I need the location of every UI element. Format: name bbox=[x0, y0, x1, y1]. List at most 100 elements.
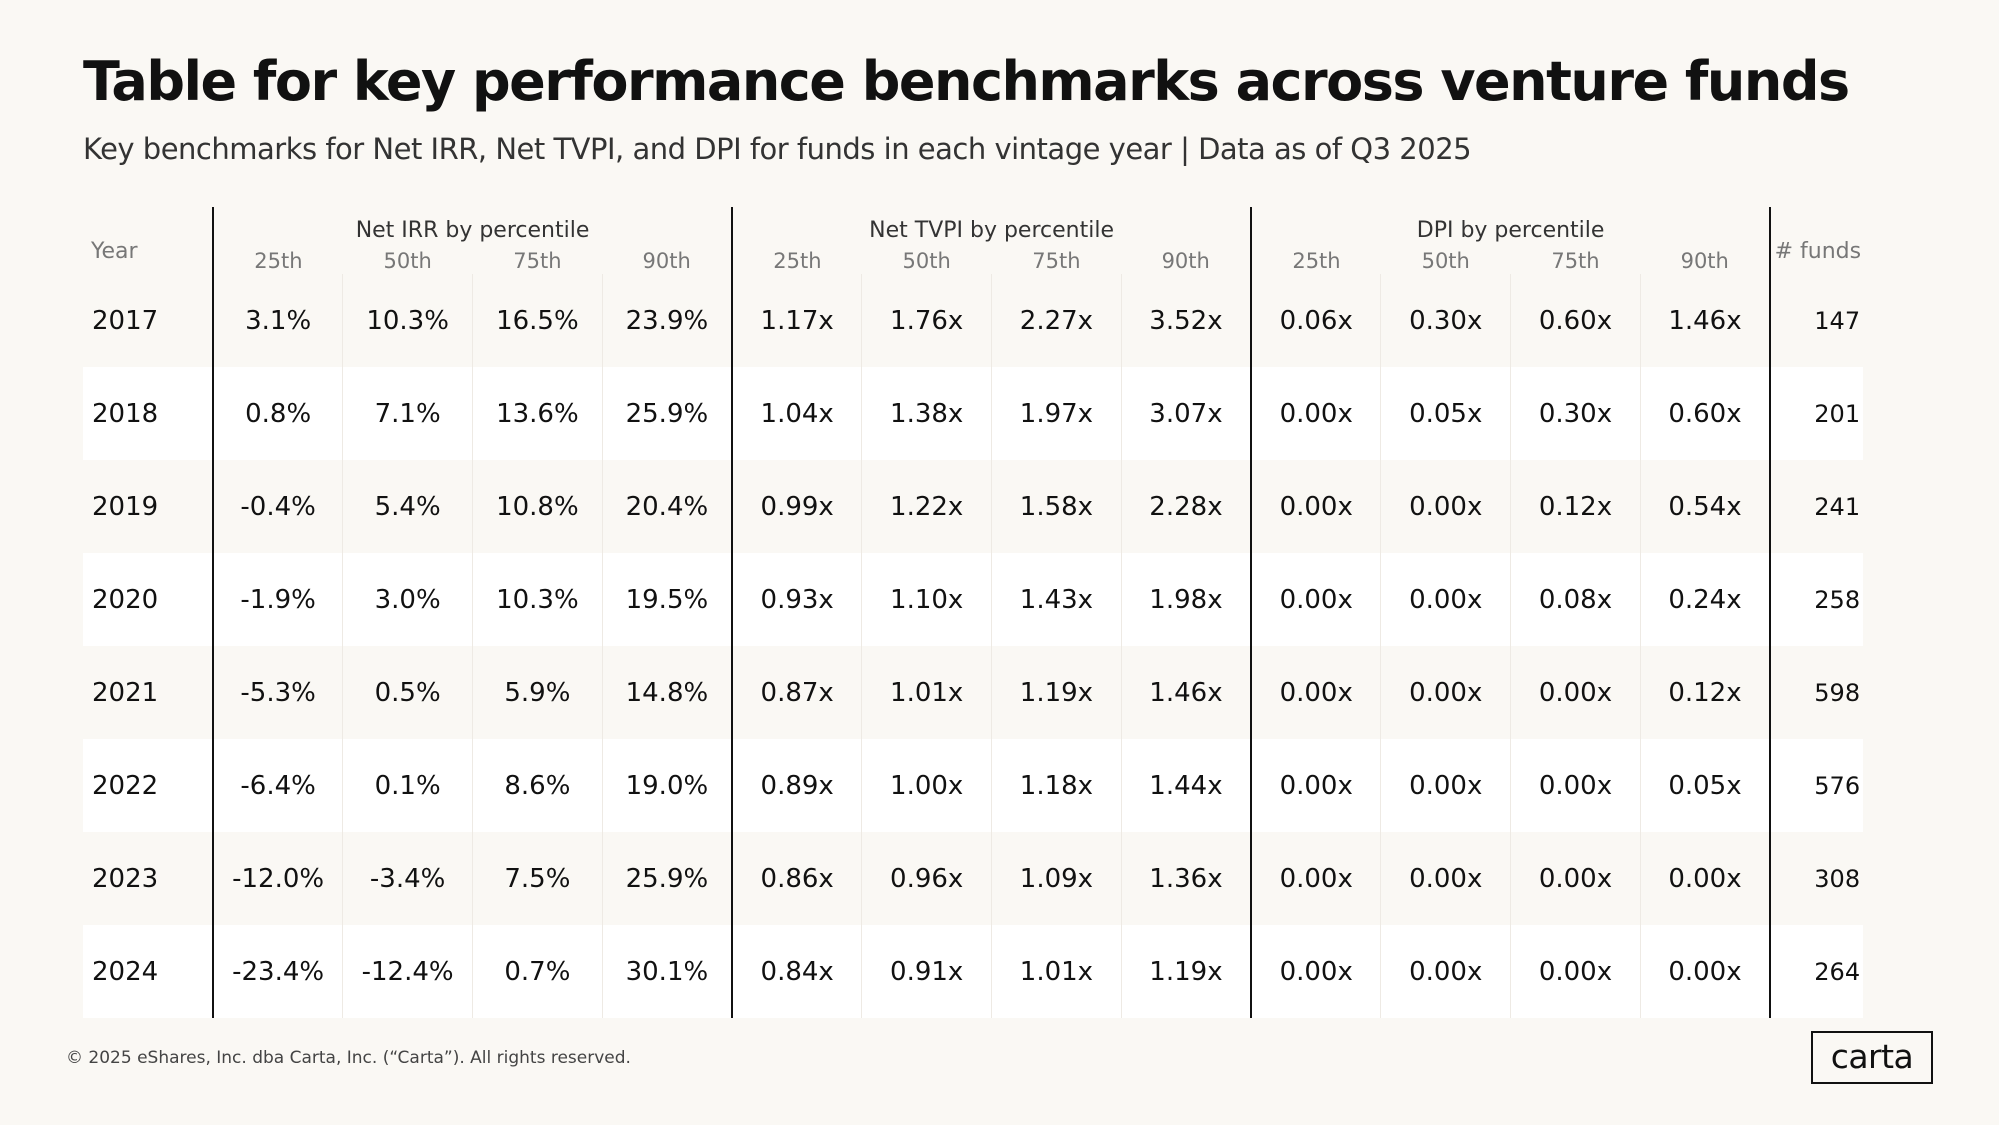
percentile-header: 50th bbox=[383, 248, 432, 273]
value-cell: 1.44x bbox=[1120, 739, 1252, 832]
value-cell: 0.60x bbox=[1510, 274, 1641, 367]
percentile-header: 50th bbox=[902, 248, 951, 273]
value-cell: 1.00x bbox=[861, 739, 992, 832]
percentile-header: 75th bbox=[1551, 248, 1600, 273]
percentile-header: 75th bbox=[1032, 248, 1081, 273]
value-cell: 1.19x bbox=[1120, 925, 1252, 1018]
value-cell: 0.00x bbox=[1250, 553, 1381, 646]
value-cell: 0.00x bbox=[1250, 646, 1381, 739]
percentile-header: 75th bbox=[513, 248, 562, 273]
percentile-header: 90th bbox=[1680, 248, 1729, 273]
value-cell: 0.60x bbox=[1639, 367, 1771, 460]
value-cell: 0.91x bbox=[861, 925, 992, 1018]
group-header: Net TVPI by percentile bbox=[731, 207, 1252, 247]
value-cell: 0.06x bbox=[1250, 274, 1381, 367]
year-header: Year bbox=[91, 239, 138, 264]
value-cell: 2.27x bbox=[991, 274, 1122, 367]
value-cell: 0.08x bbox=[1510, 553, 1641, 646]
value-cell: 10.3% bbox=[472, 553, 603, 646]
value-cell: 0.84x bbox=[731, 925, 862, 1018]
value-cell: 0.00x bbox=[1510, 925, 1641, 1018]
value-cell: -6.4% bbox=[212, 739, 343, 832]
value-cell: 3.52x bbox=[1120, 274, 1252, 367]
funds-cell: 241 bbox=[1769, 460, 1864, 553]
value-cell: 1.18x bbox=[991, 739, 1122, 832]
value-cell: 0.00x bbox=[1250, 832, 1381, 925]
value-cell: 0.93x bbox=[731, 553, 862, 646]
value-cell: 0.05x bbox=[1639, 739, 1771, 832]
value-cell: 10.3% bbox=[342, 274, 473, 367]
value-cell: 2.28x bbox=[1120, 460, 1252, 553]
value-cell: 1.43x bbox=[991, 553, 1122, 646]
value-cell: 1.10x bbox=[861, 553, 992, 646]
value-cell: 1.97x bbox=[991, 367, 1122, 460]
percentile-header: 90th bbox=[642, 248, 691, 273]
value-cell: 0.86x bbox=[731, 832, 862, 925]
value-cell: -12.0% bbox=[212, 832, 343, 925]
value-cell: 0.00x bbox=[1380, 553, 1511, 646]
value-cell: 5.9% bbox=[472, 646, 603, 739]
value-cell: 10.8% bbox=[472, 460, 603, 553]
value-cell: 1.01x bbox=[991, 925, 1122, 1018]
table-row: 2024 -23.4% -12.4% 0.7% 30.1% 0.84x 0.91x 1.01x… bbox=[83, 925, 1864, 1018]
value-cell: 1.46x bbox=[1639, 274, 1771, 367]
table-row: 2021 -5.3% 0.5% 5.9% 14.8% 0.87x 1.01x 1.19x 1.4… bbox=[83, 646, 1864, 739]
value-cell: -23.4% bbox=[212, 925, 343, 1018]
value-cell: 14.8% bbox=[601, 646, 733, 739]
benchmark-table: Year Net IRR by percentile Net TVPI by per… bbox=[83, 207, 1864, 1018]
value-cell: 3.07x bbox=[1120, 367, 1252, 460]
value-cell: -12.4% bbox=[342, 925, 473, 1018]
value-cell: 16.5% bbox=[472, 274, 603, 367]
value-cell: 1.17x bbox=[731, 274, 862, 367]
table-row: 2023 -12.0% -3.4% 7.5% 25.9% 0.86x 0.96x 1.09x 1… bbox=[83, 832, 1864, 925]
value-cell: 1.38x bbox=[861, 367, 992, 460]
value-cell: 1.58x bbox=[991, 460, 1122, 553]
value-cell: 0.12x bbox=[1639, 646, 1771, 739]
value-cell: 7.5% bbox=[472, 832, 603, 925]
funds-cell: 264 bbox=[1769, 925, 1864, 1018]
value-cell: 0.99x bbox=[731, 460, 862, 553]
value-cell: 0.00x bbox=[1639, 925, 1771, 1018]
subtitle: Key benchmarks for Net IRR, Net TVPI, an… bbox=[83, 132, 1472, 166]
year-cell: 2021 bbox=[92, 677, 159, 708]
value-cell: 0.24x bbox=[1639, 553, 1771, 646]
value-cell: 8.6% bbox=[472, 739, 603, 832]
title: Table for key performance benchmarks acr… bbox=[83, 50, 1850, 113]
value-cell: 1.98x bbox=[1120, 553, 1252, 646]
percentile-header: 25th bbox=[731, 247, 862, 274]
table-row: 2018 0.8% 7.1% 13.6% 25.9% 1.04x 1.38x 1.97x 3.0… bbox=[83, 367, 1864, 460]
value-cell: -0.4% bbox=[212, 460, 343, 553]
value-cell: 30.1% bbox=[601, 925, 733, 1018]
value-cell: 0.8% bbox=[212, 367, 343, 460]
value-cell: 13.6% bbox=[472, 367, 603, 460]
value-cell: 0.05x bbox=[1380, 367, 1511, 460]
funds-cell: 576 bbox=[1769, 739, 1864, 832]
percentile-header: 90th bbox=[1161, 248, 1210, 273]
value-cell: 0.1% bbox=[342, 739, 473, 832]
value-cell: 7.1% bbox=[342, 367, 473, 460]
value-cell: 1.19x bbox=[991, 646, 1122, 739]
value-cell: 0.00x bbox=[1380, 832, 1511, 925]
year-cell: 2024 bbox=[83, 925, 213, 1018]
value-cell: 0.00x bbox=[1380, 460, 1511, 553]
year-cell: 2019 bbox=[92, 491, 159, 522]
funds-header: # funds bbox=[1769, 207, 1864, 274]
value-cell: 0.87x bbox=[731, 646, 862, 739]
value-cell: 0.00x bbox=[1510, 832, 1641, 925]
value-cell: 19.0% bbox=[601, 739, 733, 832]
year-cell: 2017 bbox=[92, 305, 159, 336]
value-cell: 1.22x bbox=[861, 460, 992, 553]
table-row: 2017 3.1% 10.3% 16.5% 23.9% 1.17x 1.76x 2.27x 3.… bbox=[83, 274, 1864, 367]
value-cell: 1.36x bbox=[1120, 832, 1252, 925]
value-cell: 0.00x bbox=[1639, 832, 1771, 925]
value-cell: 0.30x bbox=[1510, 367, 1641, 460]
value-cell: 0.7% bbox=[472, 925, 603, 1018]
value-cell: 0.89x bbox=[731, 739, 862, 832]
value-cell: -1.9% bbox=[212, 553, 343, 646]
value-cell: 1.09x bbox=[991, 832, 1122, 925]
value-cell: -3.4% bbox=[342, 832, 473, 925]
value-cell: 1.76x bbox=[861, 274, 992, 367]
funds-cell: 598 bbox=[1769, 646, 1864, 739]
value-cell: -5.3% bbox=[212, 646, 343, 739]
